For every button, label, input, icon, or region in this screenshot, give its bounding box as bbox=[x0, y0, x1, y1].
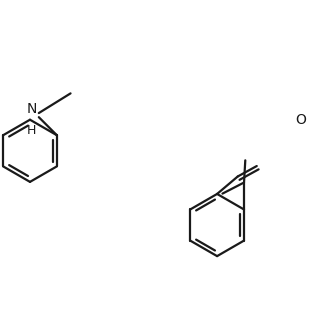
Text: O: O bbox=[296, 113, 307, 127]
Text: H: H bbox=[27, 124, 36, 137]
Text: N: N bbox=[26, 101, 37, 116]
